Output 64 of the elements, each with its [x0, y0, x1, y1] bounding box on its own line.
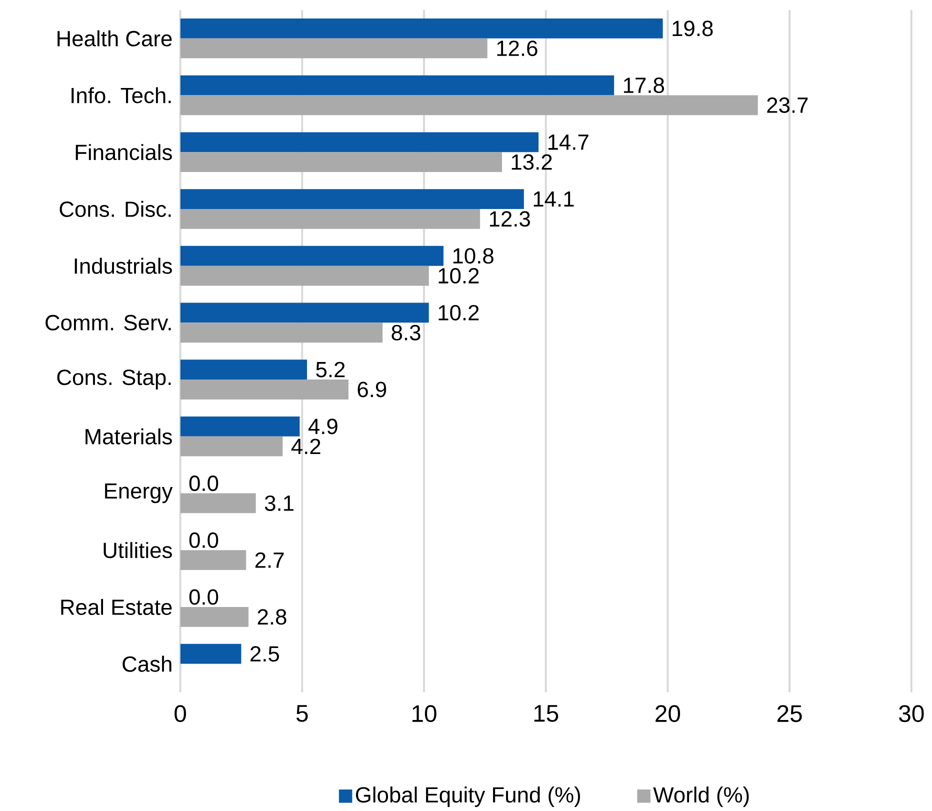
data-label: 6.9 [358, 382, 386, 398]
y-tick-label: Real Estate [61, 598, 172, 616]
bar [180, 416, 300, 436]
bar [180, 75, 614, 96]
data-label: 8.3 [392, 324, 420, 340]
data-label: 0.0 [189, 589, 218, 605]
x-tick-label: 10 [412, 705, 436, 722]
bar [180, 132, 539, 152]
bar [180, 302, 429, 323]
bar [180, 246, 444, 266]
x-tick-label: 0 [174, 705, 186, 722]
y-tick-label: Comm. Serv. [46, 314, 171, 330]
bar [180, 152, 502, 172]
bar [180, 644, 242, 664]
data-label: 0.0 [189, 532, 218, 548]
x-tick-label: 5 [296, 705, 308, 722]
data-label: 10.2 [438, 268, 479, 284]
bar [180, 436, 283, 456]
y-tick-label: Info. Tech. [72, 87, 171, 104]
data-label: 2.7 [255, 552, 284, 568]
y-tick-label: Cash [122, 656, 172, 672]
bar [180, 322, 383, 343]
x-tick-label: 20 [656, 705, 680, 722]
bar [180, 380, 348, 400]
bar [180, 95, 758, 116]
x-tick-label: 15 [534, 705, 558, 722]
data-label: 10.2 [438, 304, 479, 320]
bar [180, 189, 524, 209]
data-label: 0.0 [189, 476, 218, 492]
bar [180, 18, 663, 38]
data-label: 10.8 [453, 248, 494, 264]
data-label: 17.8 [624, 78, 664, 94]
legend-label: World (%) [653, 786, 749, 807]
bar [180, 38, 488, 58]
data-label: 13.2 [512, 154, 552, 170]
y-tick-label: Utilities [104, 542, 172, 558]
bar [180, 550, 246, 570]
bar [180, 208, 480, 229]
data-label: 14.1 [534, 191, 574, 207]
data-label: 12.6 [497, 40, 538, 56]
data-label: 14.7 [548, 134, 588, 150]
x-tick-label: 25 [777, 705, 802, 722]
x-tick-label: 30 [899, 705, 924, 722]
data-label: 2.8 [258, 609, 286, 625]
y-tick-label: Financials [76, 144, 172, 160]
y-tick-label: Materials [86, 428, 172, 444]
data-label: 4.2 [291, 438, 320, 454]
y-tick-label: Industrials [74, 258, 172, 274]
y-tick-label: Cons. Disc. [60, 200, 171, 218]
data-label: 12.3 [490, 211, 530, 227]
legend-label: Global Equity Fund (%) [356, 786, 580, 807]
y-tick-label: Cons. Stap. [57, 370, 171, 390]
data-label: 3.1 [264, 495, 294, 511]
bar [180, 266, 429, 286]
data-label: 4.9 [308, 418, 338, 434]
bar [180, 493, 256, 514]
y-tick-label: Health Care [58, 30, 172, 46]
bar [180, 606, 249, 627]
data-label: 2.5 [250, 646, 279, 662]
y-tick-label: Energy [105, 483, 173, 504]
data-label: 19.8 [672, 20, 713, 36]
bar [180, 360, 308, 380]
data-label: 5.2 [316, 362, 345, 378]
data-label: 23.7 [767, 97, 808, 113]
